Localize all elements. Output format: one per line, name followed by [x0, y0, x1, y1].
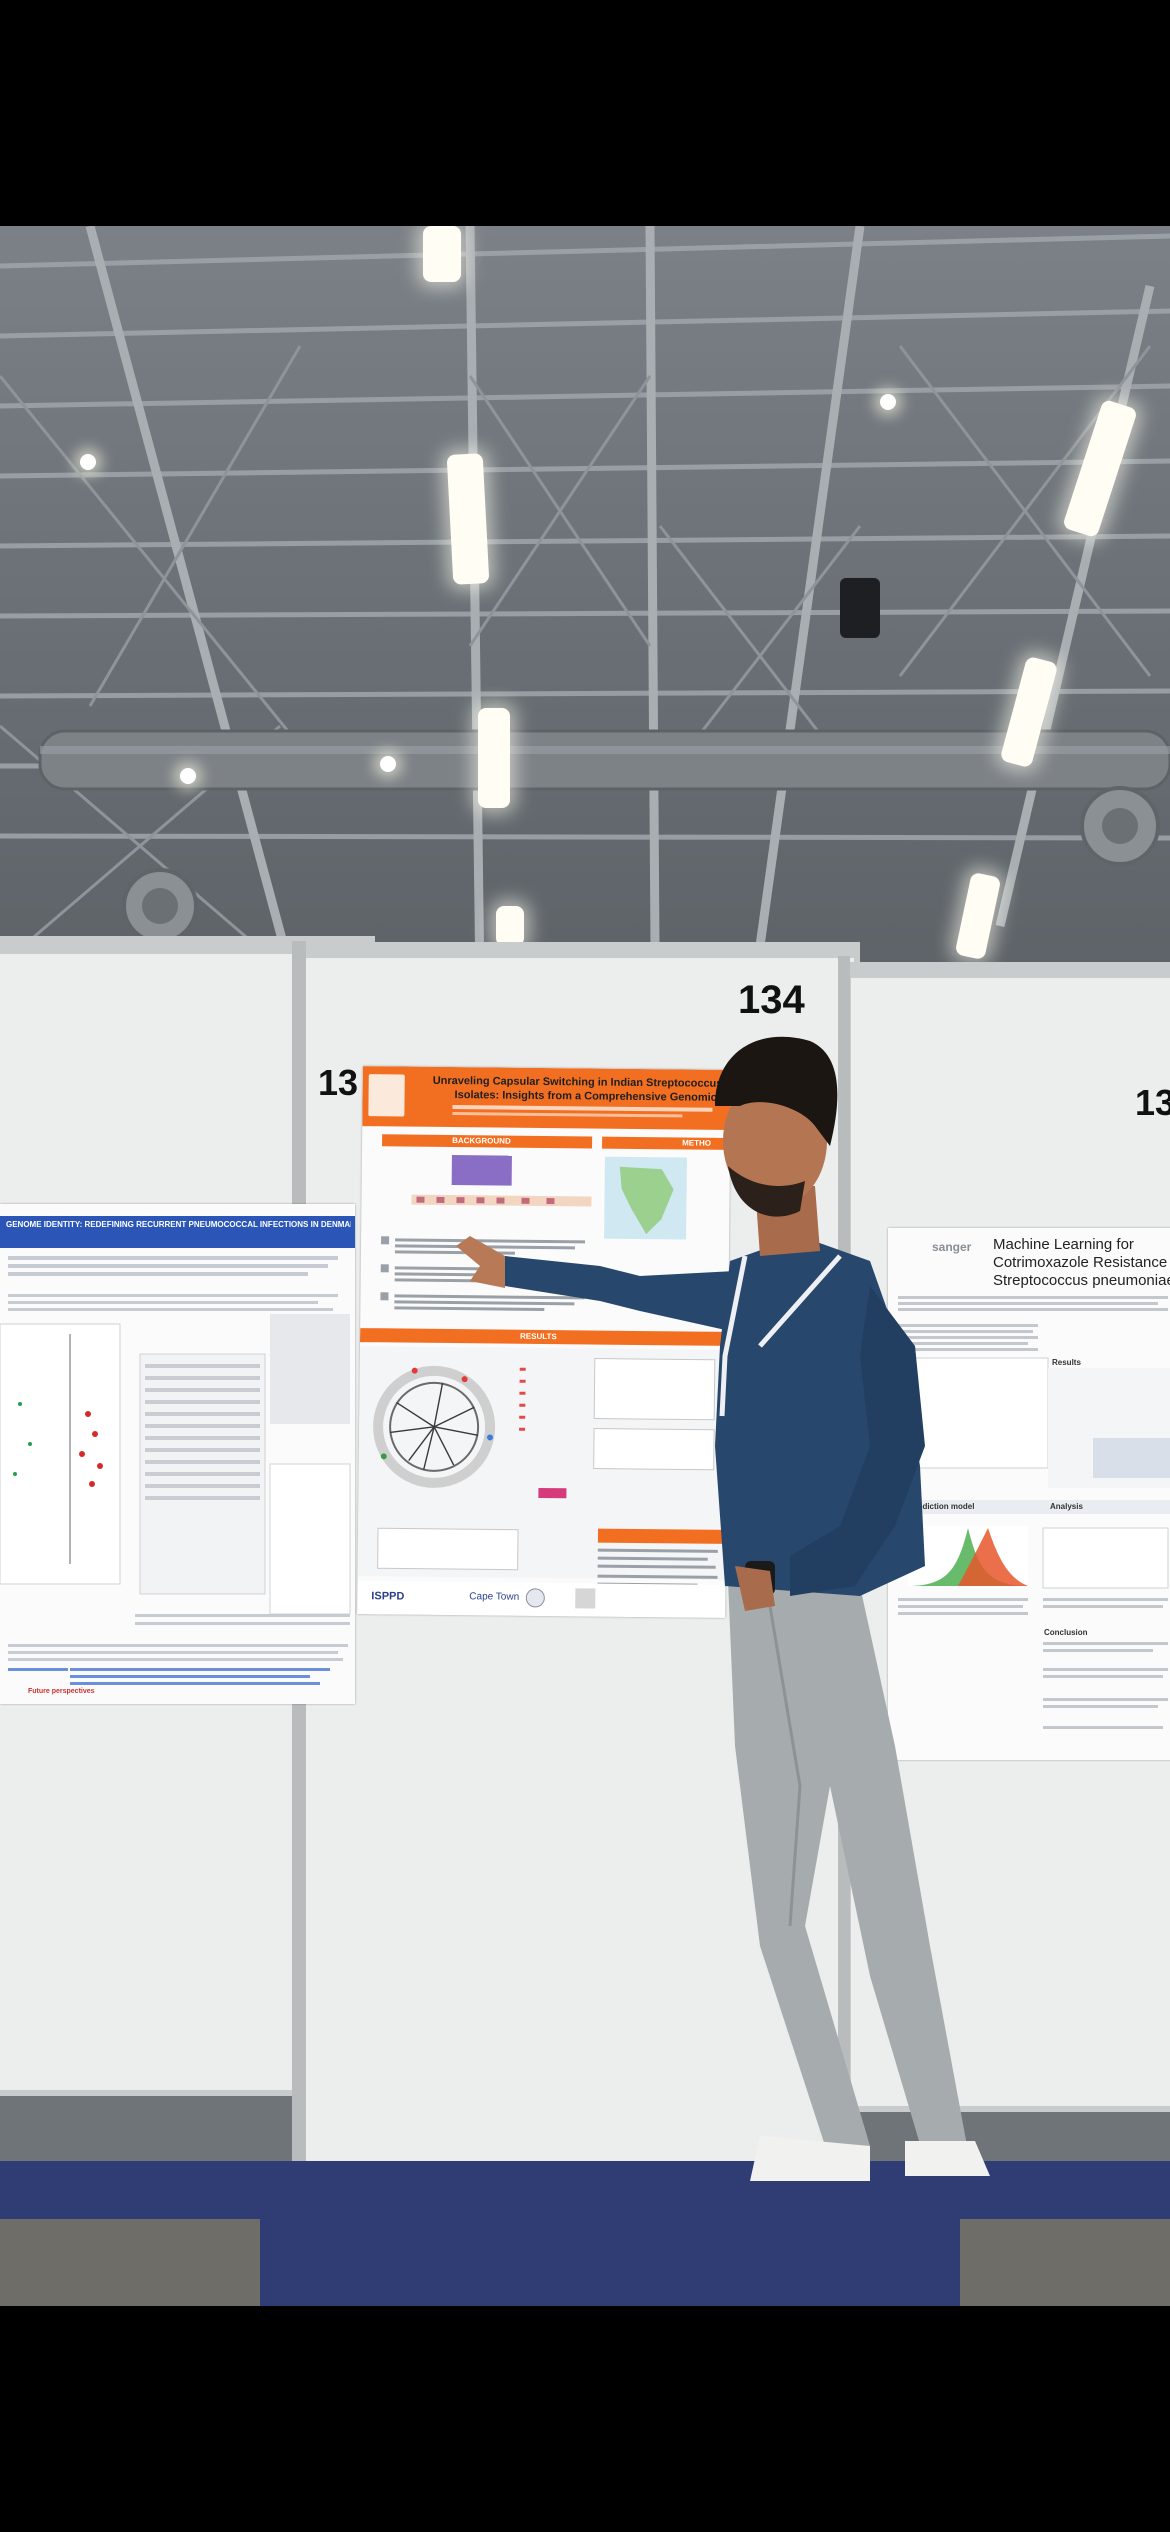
ceiling-truss	[0, 226, 1170, 1008]
booth-number-left: 13	[318, 1062, 359, 1103]
poster-left-footer-label: Future perspectives	[28, 1688, 95, 1695]
poster-left-header	[0, 1216, 355, 1248]
poster-left-title: GENOME IDENTITY: REDEFINING RECURRENT PN…	[6, 1220, 351, 1229]
booth-number-right: 13	[1135, 1082, 1170, 1123]
booth-number-center: 134	[738, 978, 805, 1022]
ceiling-spotlight	[880, 394, 896, 410]
poster-right-section-conclusion: Conclusion	[1044, 1628, 1088, 1637]
poster-right: sanger Machine Learning for Cotrimoxazol…	[888, 1228, 1170, 1760]
poster-right-brand: sanger	[932, 1240, 972, 1254]
poster-right-section-model: prediction model	[910, 1502, 975, 1511]
conference-photo: 13 134 13 GENOME IDENTITY: REDEFINING RE…	[0, 226, 1170, 2306]
ceiling-light	[478, 708, 510, 808]
poster-left-content	[0, 1256, 351, 1685]
poster-right-section-analysis: Analysis	[1050, 1502, 1083, 1511]
poster-right-title-line1: Machine Learning for	[993, 1236, 1134, 1253]
ceiling-spotlight	[80, 454, 96, 470]
presenter	[456, 1036, 990, 2181]
poster-right-title-line3: Streptococcus pneumoniae	[993, 1272, 1170, 1289]
poster-right-title-line2: Cotrimoxazole Resistance Predicti	[993, 1254, 1170, 1271]
poster-right-section-results: Results	[1052, 1358, 1081, 1367]
hall-ceiling	[0, 226, 1170, 1045]
floor-gray	[0, 2219, 260, 2306]
poster-left: GENOME IDENTITY: REDEFINING RECURRENT PN…	[0, 1204, 355, 1704]
poster-center-content	[357, 1155, 729, 1618]
ceiling-light	[496, 906, 524, 946]
floor-gray	[960, 2219, 1170, 2306]
poster-center: Unraveling Capsular Switching in Indian …	[357, 1066, 731, 1618]
ceiling-spotlight	[380, 756, 396, 772]
ceiling-light	[423, 226, 461, 282]
ceiling-spotlight	[180, 768, 196, 784]
poster-right-content	[888, 1296, 1170, 1729]
